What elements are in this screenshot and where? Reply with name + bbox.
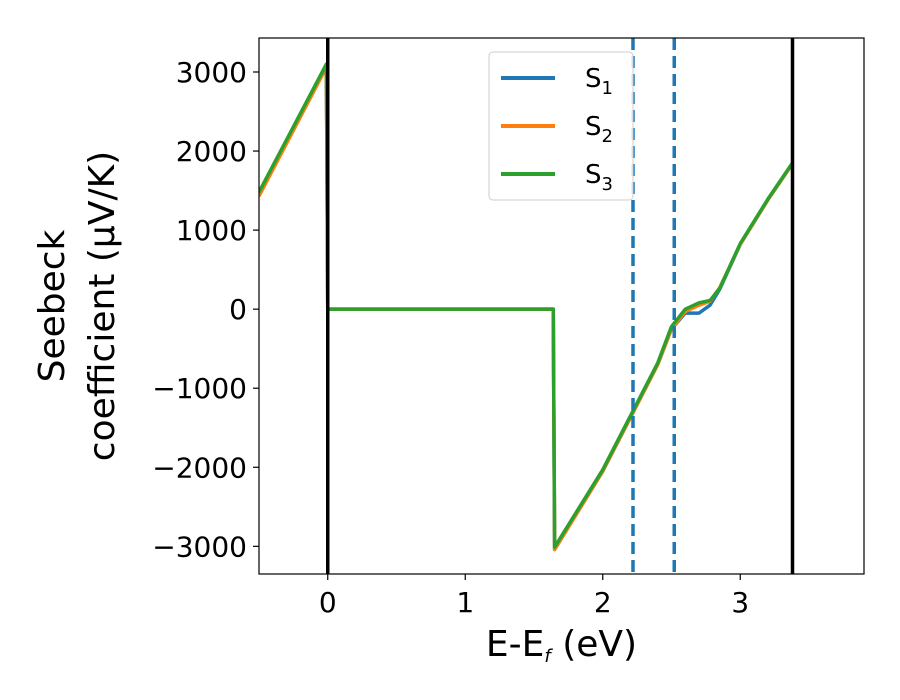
- legend-label-3: S3: [585, 160, 613, 195]
- vertical-markers: [326, 38, 795, 574]
- axis-ticks: 0 1 2 3 3000 2000 1000 0 −1000 −2000 −3000: [152, 56, 749, 619]
- legend-label-1: S1: [585, 64, 613, 99]
- series-line-3: [259, 62, 794, 549]
- y-axis-label: Seebeck coefficient (μV/K): [32, 151, 123, 461]
- y-axis-label-line1: Seebeck: [32, 229, 73, 382]
- x-axis-label-sub: f: [544, 646, 553, 667]
- y-tick-label-2: 2000: [176, 135, 247, 168]
- x-axis-label-main: E-E: [486, 624, 544, 665]
- legend-box: [488, 51, 634, 201]
- legend: S1 S2 S3: [488, 51, 634, 201]
- plot-frame: [258, 37, 865, 575]
- y-tick-label-6: −2000: [152, 451, 247, 484]
- y-tick-label-7: −3000: [152, 530, 247, 563]
- x-axis-label-unit: (eV): [551, 624, 637, 665]
- x-axis-label: E-Ef (eV): [486, 624, 637, 667]
- x-tick-label-4: 3: [731, 586, 749, 619]
- y-axis-label-line2: coefficient (μV/K): [82, 151, 123, 461]
- legend-label-2: S2: [585, 112, 613, 147]
- plot-lines: [259, 62, 794, 552]
- y-tick-label-3: 1000: [176, 214, 247, 247]
- y-tick-label-5: −1000: [152, 372, 247, 405]
- x-tick-label-2: 1: [456, 586, 474, 619]
- x-tick-label-1: 0: [319, 586, 337, 619]
- y-tick-label-1: 3000: [176, 56, 247, 89]
- x-tick-label-3: 2: [594, 586, 612, 619]
- y-tick-label-4: 0: [229, 293, 247, 326]
